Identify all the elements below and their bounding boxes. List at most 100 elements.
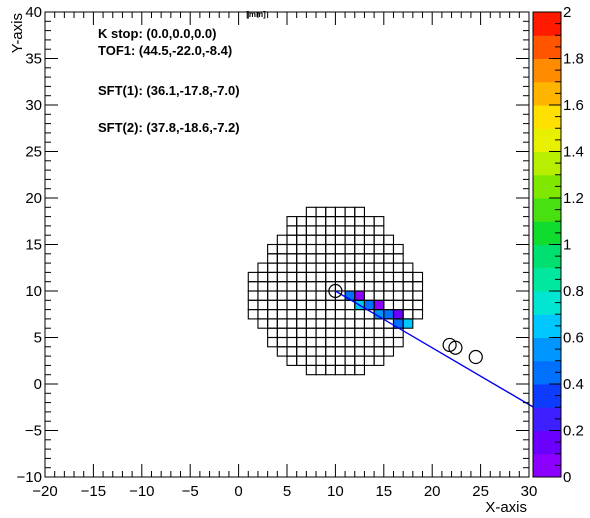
grid-cell [373,271,385,283]
grid-cell [296,355,307,366]
grid-cell [344,309,356,320]
y-tick-label: 10 [25,283,42,300]
x-tick-label: 25 [472,483,489,500]
annotation-tof1: TOF1: (44.5,-22.0,-8.4) [98,43,232,58]
hit-cell [383,309,394,319]
grid-cell [344,243,356,255]
grid-cell [412,271,424,283]
grid-cell [325,234,336,246]
colorbar-tick-label: 1.4 [563,144,584,161]
grid-cell [276,346,288,357]
grid-cell [363,243,375,255]
colorbar-band [533,221,561,245]
grid-cell [373,225,385,236]
grid-cell [402,299,414,311]
grid-cell [354,243,365,255]
grid-cell [402,318,414,329]
grid-cell [286,355,298,366]
colorbar-band [533,128,561,152]
grid-cell [334,234,346,246]
colorbar-band [533,407,561,431]
colorbar-band [533,81,561,106]
grid-cell [392,271,404,283]
grid-cell [402,281,414,292]
grid-cell [267,327,278,339]
grid-cell [373,346,385,357]
grid-cell [325,262,336,273]
colorbar-tick-label: 0.4 [563,376,584,393]
grid-cell [296,216,307,227]
colorbar-band [533,360,561,385]
grid-cell [373,253,385,264]
grid-cell [334,271,346,283]
grid-cell [363,346,375,357]
grid-cell [392,262,404,273]
colorbar-band [533,151,561,176]
grid-cell [325,327,336,339]
grid-cell [286,271,298,283]
grid-cell [305,364,317,376]
marker-layer [328,283,483,365]
colorbar-tick-label: 1.8 [563,51,584,68]
grid-cell [315,346,327,357]
grid-cell [296,225,307,236]
grid-cell [334,364,346,376]
hit-cell [374,309,384,319]
grid-cell [315,234,327,246]
colorbar-ticks: 0 0.2 0.4 0.6 0.8 1 1.2 1.4 1.6 1.8 2 [549,4,584,486]
grid-cell [363,281,375,292]
grid-cell [267,309,278,320]
colorbar-band [533,174,561,199]
grid-cell [315,253,327,264]
grid-cell [363,253,375,264]
grid-cell [305,355,317,366]
grid-cell [412,309,424,320]
annotation-kstop: K stop: (0.0,0.0,0.0) [98,26,216,41]
grid-cell [373,216,385,227]
grid-cell [325,355,336,366]
y-tick-label: −10 [17,469,42,486]
grid-cell [325,318,336,329]
grid-cell [296,327,307,339]
x-tick-label: 5 [283,483,291,500]
colorbar-tick-label: 0.6 [563,330,584,347]
grid-cell [276,243,288,255]
grid-cell [392,253,404,264]
grid-cell [315,271,327,283]
grid-cell [325,299,336,311]
grid-cell [315,206,327,218]
grid-cell [267,271,278,283]
grid-cell [344,327,356,339]
grid-cell [392,299,404,311]
annotation-sft1: SFT(1): (36.1,-17.8,-7.0) [98,83,240,98]
grid-cell [286,290,298,301]
grid-cell [373,262,385,273]
grid-cell [276,271,288,283]
grid-cell [363,234,375,246]
grid-cell [276,327,288,339]
colorbar-band [533,12,561,36]
grid-cell [257,271,269,283]
grid-cell [392,336,404,348]
y-tick-label: 5 [34,330,42,347]
grid-cell [383,336,395,348]
grid-cell [412,290,424,301]
grid-cell [363,262,375,273]
grid-cell [392,290,404,301]
grid-cell [412,281,424,292]
grid-cell [354,309,365,320]
grid-cell [257,262,269,273]
grid-cell [267,253,278,264]
y-tick-label: 25 [25,144,42,161]
grid-cell [363,216,375,227]
x-tick-label: −10 [129,483,154,500]
x-axis-title: X-axis [485,499,527,516]
grid-cell [276,318,288,329]
grid-cell [305,336,317,348]
grid-cell [344,281,356,292]
grid-cell [305,281,317,292]
grid-cell [373,243,385,255]
x-tick-label: −15 [81,483,106,500]
grid-cell [305,262,317,273]
grid-cell [383,346,395,357]
